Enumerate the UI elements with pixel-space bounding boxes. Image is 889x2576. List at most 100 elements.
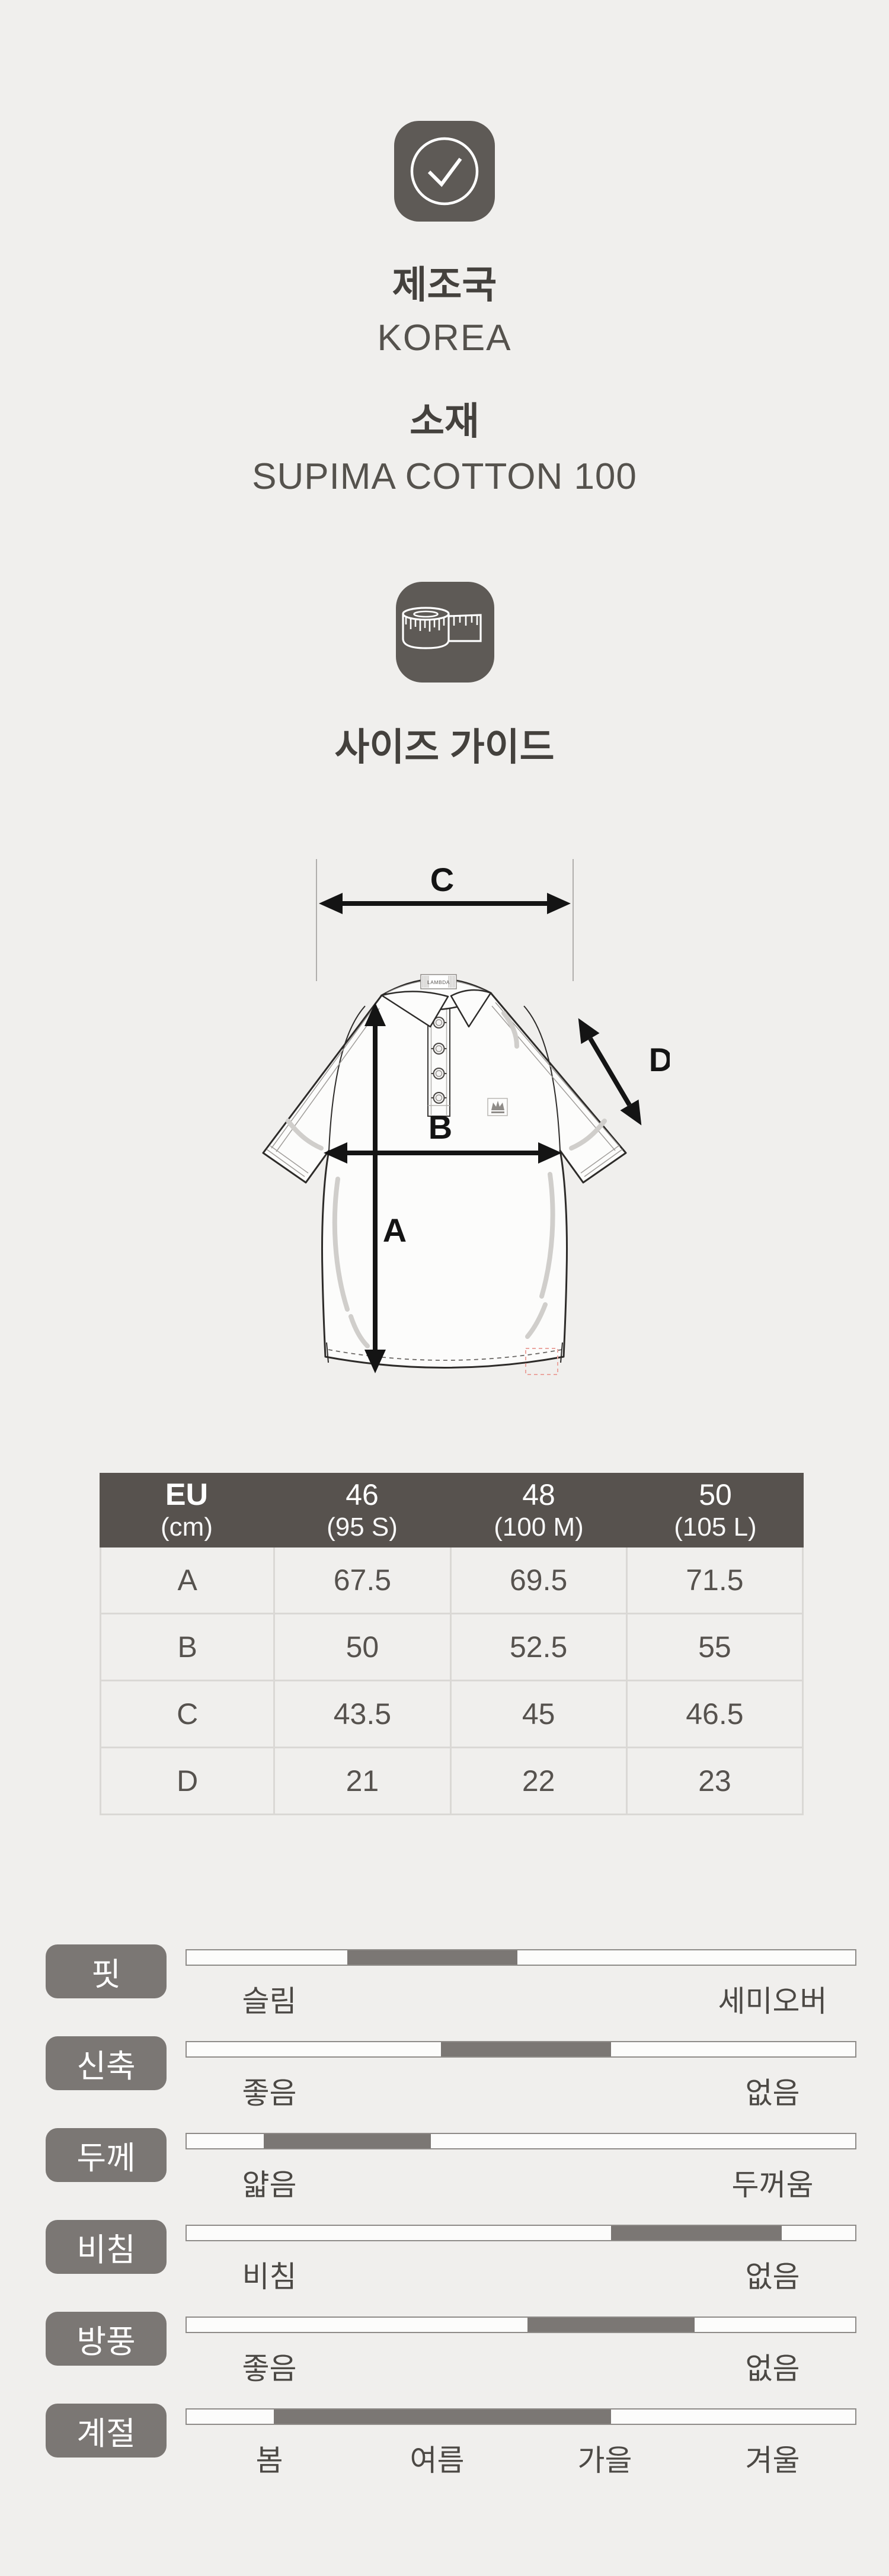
- size-cell: 55: [625, 1614, 802, 1680]
- attribute-badge-sheerness: 비침: [46, 2220, 167, 2274]
- attribute-scale-label: 얇음: [242, 2168, 297, 2202]
- size-cell: 46.5: [625, 1681, 802, 1747]
- attribute-scale-label: 겨울: [745, 2444, 800, 2477]
- polo-shirt-drawing: LAMBDA: [262, 974, 627, 1375]
- size-cell: 21: [273, 1748, 449, 1814]
- attribute-fill-windproof: [527, 2318, 695, 2332]
- size-header-sub: (95 S): [327, 1512, 398, 1542]
- size-table-row-B: B 50 52.5 55: [101, 1614, 802, 1681]
- check-icon-glyph: [410, 137, 479, 206]
- size-header-sub: (100 M): [494, 1512, 584, 1542]
- size-header-value: 48: [522, 1478, 555, 1511]
- size-cell: 45: [449, 1681, 626, 1747]
- size-cell: 43.5: [273, 1681, 449, 1747]
- size-row-label: C: [177, 1697, 199, 1731]
- attribute-fill-sheerness: [611, 2226, 782, 2240]
- attribute-scale-label: 슬림: [242, 1985, 297, 2018]
- attribute-scale-label: 없음: [745, 2077, 800, 2110]
- size-table-row-C: C 43.5 45 46.5: [101, 1681, 802, 1748]
- tape-measure-icon-glyph: [402, 607, 482, 649]
- attribute-badge-fit: 핏: [46, 1944, 167, 1998]
- measure-label-d: D: [649, 1041, 670, 1078]
- size-header-value: 50: [699, 1478, 732, 1511]
- attribute-scale-label: 없음: [745, 2352, 800, 2385]
- placket-buttons: [431, 1017, 447, 1104]
- hem-tag-outline: [525, 1348, 558, 1375]
- material-value: SUPIMA COTTON 100: [252, 456, 637, 497]
- attribute-track-sheerness: [186, 2225, 856, 2241]
- attribute-scale-label: 여름: [410, 2444, 465, 2477]
- size-cell: 69.5: [449, 1547, 626, 1613]
- attribute-track-stretch: [186, 2041, 856, 2058]
- attribute-scale-label: 세미오버: [718, 1985, 827, 2018]
- size-header-sub: (105 L): [674, 1512, 757, 1542]
- brand-label-text: LAMBDA: [427, 979, 450, 985]
- size-row-label: A: [177, 1563, 197, 1597]
- attribute-scale-label: 좋음: [242, 2352, 297, 2385]
- unit-header-line1: EU: [165, 1477, 209, 1512]
- collar-brand-label: LAMBDA: [420, 974, 457, 989]
- attribute-fill-season: [273, 2410, 612, 2424]
- attribute-track-windproof: [186, 2317, 856, 2333]
- size-cell: 67.5: [273, 1547, 449, 1613]
- attribute-badge-season: 계절: [46, 2404, 167, 2458]
- unit-header-line2: (cm): [161, 1512, 213, 1542]
- attribute-scale-label: 봄: [255, 2444, 283, 2477]
- measure-label-a: A: [383, 1212, 407, 1249]
- size-header-value: 46: [346, 1478, 379, 1511]
- attribute-scale-label: 없음: [745, 2260, 800, 2293]
- size-table-unit-header: EU (cm): [100, 1473, 274, 1547]
- attribute-slider-sheerness: 비침 비침 없음: [0, 2220, 889, 2312]
- size-table-body: A 67.5 69.5 71.5 B 50 52.5 55 C 43.5 45 46.5 D 21 22 23: [100, 1547, 804, 1815]
- size-cell: 22: [449, 1748, 626, 1814]
- shoulder-guide-lines: [316, 859, 574, 981]
- size-column-header-46: 46 (95 S): [274, 1473, 450, 1547]
- tape-measure-icon: [396, 582, 494, 683]
- attribute-scale-labels-stretch: 좋음 없음: [186, 2069, 856, 2110]
- attribute-scale-label: 가을: [577, 2444, 632, 2477]
- size-column-header-48: 48 (100 M): [450, 1473, 627, 1547]
- attribute-badge-stretch: 신축: [46, 2036, 167, 2090]
- size-cell: 71.5: [625, 1547, 802, 1613]
- measurement-arrows: [319, 893, 642, 1373]
- measure-label-b: B: [428, 1108, 452, 1146]
- size-cell: 23: [625, 1748, 802, 1814]
- size-table-row-D: D 21 22 23: [101, 1748, 802, 1815]
- size-table-header: EU (cm) 46 (95 S) 48 (100 M) 50 (105 L): [100, 1473, 804, 1547]
- size-cell: 50: [273, 1614, 449, 1680]
- size-diagram-illustration: LAMBDA C A B D: [262, 859, 670, 1375]
- attribute-fill-stretch: [440, 2042, 612, 2056]
- attribute-scale-label: 두꺼움: [731, 2168, 814, 2202]
- attribute-scale-labels-sheerness: 비침 없음: [186, 2253, 856, 2293]
- measure-label-c: C: [430, 861, 454, 898]
- size-table-row-A: A 67.5 69.5 71.5: [101, 1547, 802, 1614]
- size-row-label: D: [177, 1764, 199, 1798]
- attribute-track-fit: [186, 1949, 856, 1966]
- crown-emblem-icon: [487, 1098, 508, 1116]
- origin-heading: 제조국: [392, 264, 497, 306]
- attribute-scale-labels-season: 봄 여름 가을 겨울: [186, 2437, 856, 2477]
- attribute-track-thickness: [186, 2133, 856, 2149]
- size-cell: 52.5: [449, 1614, 626, 1680]
- attribute-scale-label: 좋음: [242, 2077, 297, 2110]
- attribute-badge-thickness: 두께: [46, 2128, 167, 2182]
- check-icon: [394, 121, 495, 222]
- attribute-scale-labels-fit: 슬림 세미오버: [186, 1978, 856, 2018]
- material-heading: 소재: [410, 400, 479, 443]
- attribute-fill-fit: [347, 1950, 518, 1965]
- origin-value: KOREA: [377, 318, 512, 358]
- size-row-label: B: [177, 1630, 197, 1664]
- attribute-scale-labels-windproof: 좋음 없음: [186, 2345, 856, 2385]
- size-column-header-50: 50 (105 L): [627, 1473, 804, 1547]
- attribute-badge-windproof: 방풍: [46, 2312, 167, 2366]
- attribute-scale-label: 비침: [242, 2260, 297, 2293]
- attribute-scale-labels-thickness: 얇음 두꺼움: [186, 2161, 856, 2202]
- attribute-track-season: [186, 2408, 856, 2425]
- size-guide-heading: 사이즈 가이드: [334, 726, 555, 768]
